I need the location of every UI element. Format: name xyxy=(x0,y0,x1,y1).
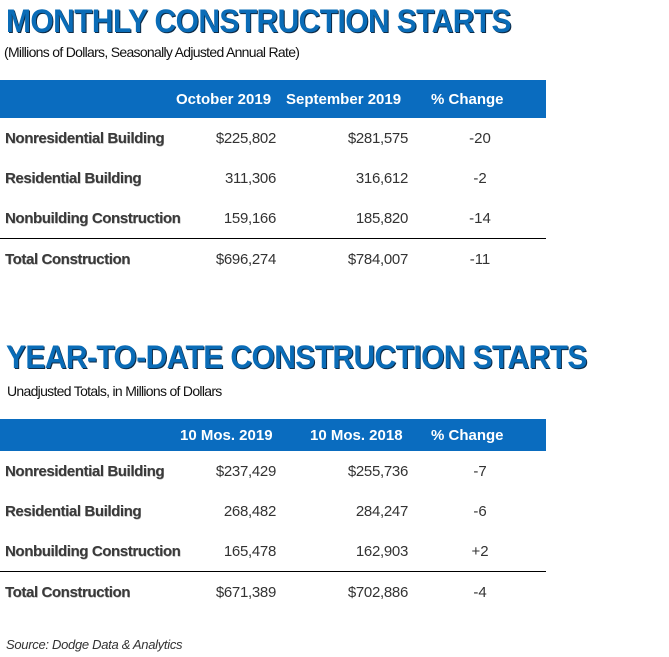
total-divider xyxy=(0,238,546,239)
table-row: Nonbuilding Construction 165,478 162,903… xyxy=(0,531,546,571)
total-row: Total Construction $696,274 $784,007 -11 xyxy=(0,239,546,279)
ytd-col1-header: 10 Mos. 2019 xyxy=(180,427,273,444)
row-label: Residential Building xyxy=(5,503,142,520)
total-pct-change: -4 xyxy=(473,584,487,601)
row-label: Nonresidential Building xyxy=(5,463,165,480)
table-row: Residential Building 268,482 284,247 -6 xyxy=(0,491,546,531)
total-value-prior: $702,886 xyxy=(347,584,408,601)
table-row: Residential Building 311,306 316,612 -2 xyxy=(0,158,546,198)
row-pct-change: -7 xyxy=(473,463,487,480)
monthly-table: October 2019 September 2019 % Change Non… xyxy=(0,80,546,279)
monthly-col2-header: September 2019 xyxy=(286,91,402,108)
row-value-current: $237,429 xyxy=(215,463,276,480)
monthly-title: MONTHLY CONSTRUCTION STARTS xyxy=(6,4,512,40)
ytd-col3-header: % Change xyxy=(431,427,504,444)
ytd-col2-header: 10 Mos. 2018 xyxy=(310,427,403,444)
row-value-prior: 316,612 xyxy=(355,170,408,187)
total-label: Total Construction xyxy=(5,584,131,601)
table-row: Nonbuilding Construction 159,166 185,820… xyxy=(0,198,546,238)
ytd-title: YEAR-TO-DATE CONSTRUCTION STARTS xyxy=(6,340,587,376)
total-pct-change: -11 xyxy=(469,251,491,268)
monthly-header-bar: October 2019 September 2019 % Change xyxy=(0,80,546,118)
row-value-prior: 185,820 xyxy=(355,210,408,227)
row-value-current: $225,802 xyxy=(215,130,276,147)
monthly-subtitle: (Millions of Dollars, Seasonally Adjuste… xyxy=(4,44,300,60)
ytd-table: 10 Mos. 2019 10 Mos. 2018 % Change Nonre… xyxy=(0,419,546,612)
total-label: Total Construction xyxy=(5,251,131,268)
source-note: Source: Dodge Data & Analytics xyxy=(6,637,183,652)
table-row: Nonresidential Building $237,429 $255,73… xyxy=(0,451,546,491)
row-value-current: 165,478 xyxy=(223,543,276,560)
row-value-prior: 284,247 xyxy=(355,503,408,520)
row-label: Nonresidential Building xyxy=(5,130,165,147)
row-value-current: 311,306 xyxy=(224,170,276,187)
total-value-current: $671,389 xyxy=(215,584,276,601)
row-value-current: 268,482 xyxy=(223,503,276,520)
row-value-prior: $255,736 xyxy=(347,463,408,480)
ytd-subtitle: Unadjusted Totals, in Millions of Dollar… xyxy=(7,383,222,399)
table-row: Nonresidential Building $225,802 $281,57… xyxy=(0,118,546,158)
total-divider xyxy=(0,571,546,572)
row-value-prior: 162,903 xyxy=(355,543,408,560)
total-value-prior: $784,007 xyxy=(347,251,408,268)
row-pct-change: -2 xyxy=(473,170,487,187)
row-pct-change: -20 xyxy=(469,130,491,147)
row-value-current: 159,166 xyxy=(223,210,276,227)
total-row: Total Construction $671,389 $702,886 -4 xyxy=(0,572,546,612)
monthly-col3-header: % Change xyxy=(431,91,504,108)
row-pct-change: -14 xyxy=(469,210,491,227)
row-pct-change: +2 xyxy=(471,543,489,560)
row-pct-change: -6 xyxy=(473,503,487,520)
row-label: Nonbuilding Construction xyxy=(5,210,181,227)
ytd-header-bar: 10 Mos. 2019 10 Mos. 2018 % Change xyxy=(0,419,546,451)
total-value-current: $696,274 xyxy=(215,251,276,268)
row-label: Residential Building xyxy=(5,170,142,187)
row-value-prior: $281,575 xyxy=(347,130,408,147)
row-label: Nonbuilding Construction xyxy=(5,543,181,560)
monthly-col1-header: October 2019 xyxy=(176,91,272,108)
